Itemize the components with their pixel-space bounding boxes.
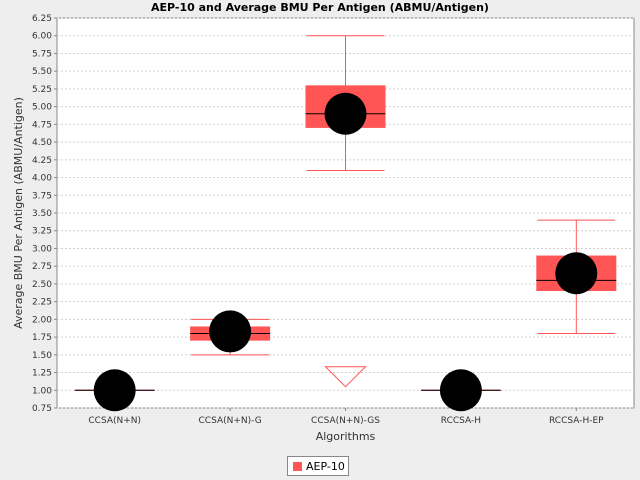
mean-marker	[93, 369, 136, 412]
legend-swatch	[293, 461, 302, 471]
y-tick-label: 0.75	[32, 404, 52, 414]
y-tick-label: 6.25	[32, 14, 52, 24]
y-tick-label: 2.50	[32, 280, 52, 290]
legend-label: AEP-10	[306, 459, 345, 473]
x-axis-label: Algorithms	[316, 430, 376, 443]
y-tick-label: 1.75	[32, 333, 52, 343]
mean-marker	[439, 369, 482, 412]
x-tick-label: CCSA(N+N)-GS	[311, 416, 380, 426]
y-tick-label: 2.75	[32, 262, 52, 272]
y-tick-label: 6.00	[32, 32, 52, 42]
mean-marker	[209, 310, 252, 353]
y-tick-label: 2.25	[32, 298, 52, 308]
y-tick-label: 3.00	[32, 244, 52, 254]
y-tick-label: 4.75	[32, 120, 52, 130]
mean-marker	[555, 252, 598, 295]
x-tick-label: CCSA(N+N)-G	[199, 416, 262, 426]
y-tick-label: 4.25	[32, 156, 52, 166]
y-tick-label: 4.50	[32, 138, 52, 148]
y-tick-label: 3.50	[32, 209, 52, 219]
y-tick-label: 1.50	[32, 351, 52, 361]
y-tick-label: 3.25	[32, 227, 52, 237]
y-tick-label: 5.25	[32, 85, 52, 95]
y-tick-label: 2.00	[32, 315, 52, 325]
y-tick-label: 3.75	[32, 191, 52, 201]
y-axis-label: Average BMU Per Antigen (ABMU/Antigen)	[12, 97, 25, 329]
x-tick-label: RCCSA-H	[441, 416, 481, 426]
y-tick-label: 1.25	[32, 369, 52, 379]
y-tick-label: 1.00	[32, 386, 52, 396]
y-tick-label: 5.50	[32, 67, 52, 77]
mean-marker	[324, 92, 367, 135]
legend: AEP-10	[287, 456, 349, 476]
outlier-marker	[324, 366, 367, 388]
y-tick-label: 5.75	[32, 49, 52, 59]
y-tick-label: 4.00	[32, 174, 52, 184]
x-tick-label: RCCSA-H-EP	[549, 416, 604, 426]
chart-title: AEP-10 and Average BMU Per Antigen (ABMU…	[151, 1, 489, 14]
y-tick-label: 5.00	[32, 103, 52, 113]
x-tick-label: CCSA(N+N)	[88, 416, 141, 426]
